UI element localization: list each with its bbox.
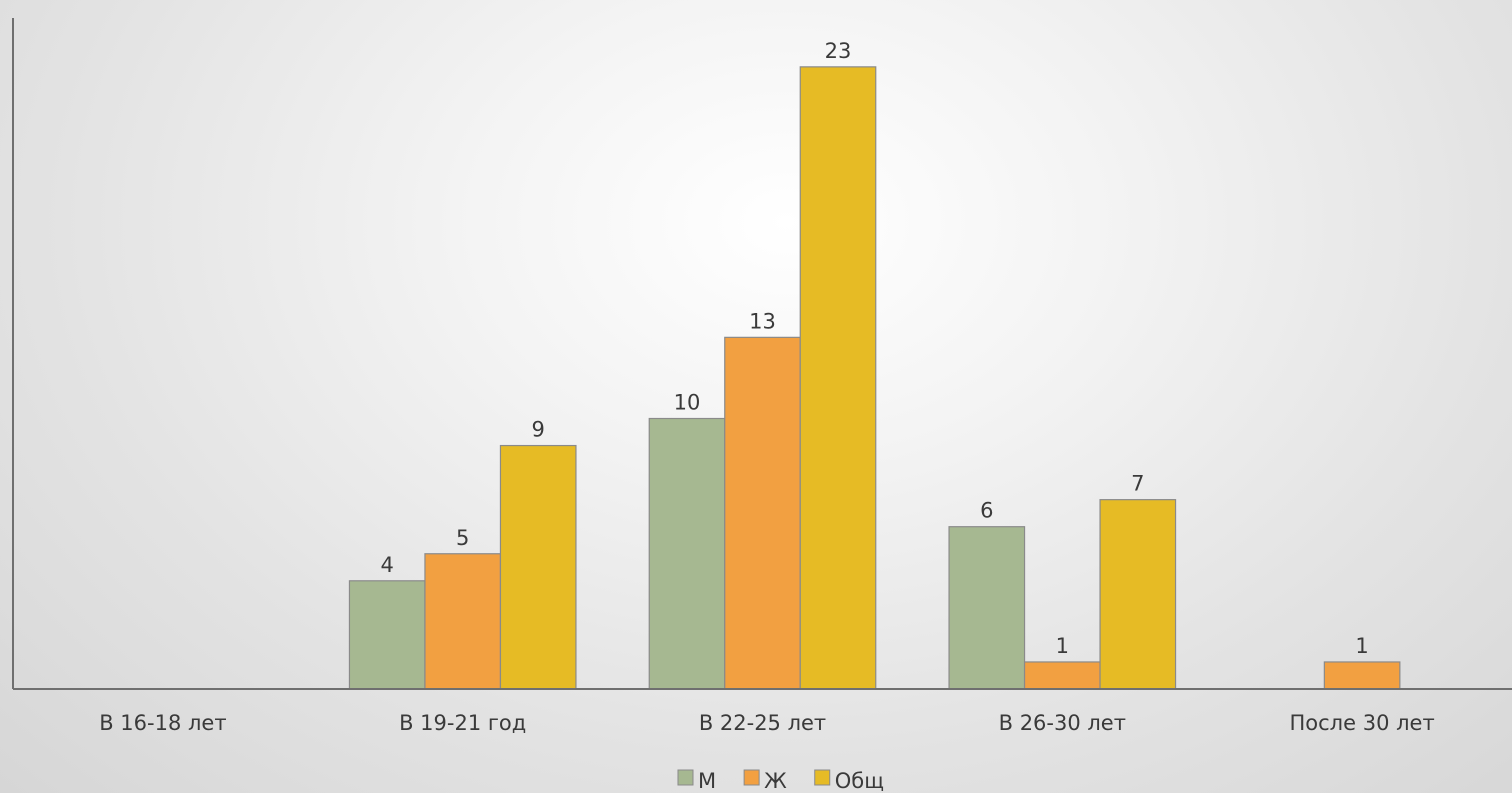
data-label: 5	[456, 526, 469, 550]
legend: М Ж Общ	[677, 769, 884, 793]
x-tick-label: В 22-25 лет	[699, 711, 826, 735]
bar-Ж-3	[1023, 661, 1101, 690]
x-tick-labels: В 16-18 лет В 19-21 год В 22-25 лет В 26-30…	[99, 711, 1434, 735]
data-label: 6	[980, 499, 993, 523]
bar-Общ-2	[799, 66, 877, 690]
legend-label-М: М	[698, 769, 716, 793]
data-label: 7	[1131, 472, 1144, 496]
data-label: 23	[825, 39, 852, 63]
data-label: 13	[749, 309, 776, 333]
bar-Ж-1	[424, 553, 502, 690]
legend-label-Общ: Общ	[835, 769, 884, 793]
x-tick-label: В 16-18 лет	[99, 711, 226, 735]
bars-layer	[348, 66, 1401, 690]
bar-М-2	[648, 417, 726, 690]
data-label: 10	[674, 391, 701, 415]
data-label: 1	[1355, 634, 1368, 658]
legend-swatch-Ж	[743, 769, 760, 786]
legend-swatch-М	[677, 769, 694, 786]
legend-label-Ж: Ж	[764, 769, 787, 793]
legend-swatch-Общ	[814, 769, 831, 786]
bar-М-1	[348, 580, 426, 690]
bar-М-3	[948, 526, 1026, 690]
bar-Ж-4	[1323, 661, 1401, 690]
bar-Общ-1	[499, 444, 577, 690]
bar-Ж-2	[724, 336, 801, 690]
bar-Общ-3	[1099, 499, 1177, 690]
data-label: 9	[532, 418, 545, 442]
data-label: 1	[1056, 634, 1069, 658]
x-tick-label: В 26-30 лет	[999, 711, 1126, 735]
x-tick-label: В 19-21 год	[399, 711, 526, 735]
x-tick-label: После 30 лет	[1290, 711, 1435, 735]
data-labels: 4 5 9 10 13 23 6 1 7 1	[381, 39, 1369, 658]
data-label: 4	[381, 553, 394, 577]
